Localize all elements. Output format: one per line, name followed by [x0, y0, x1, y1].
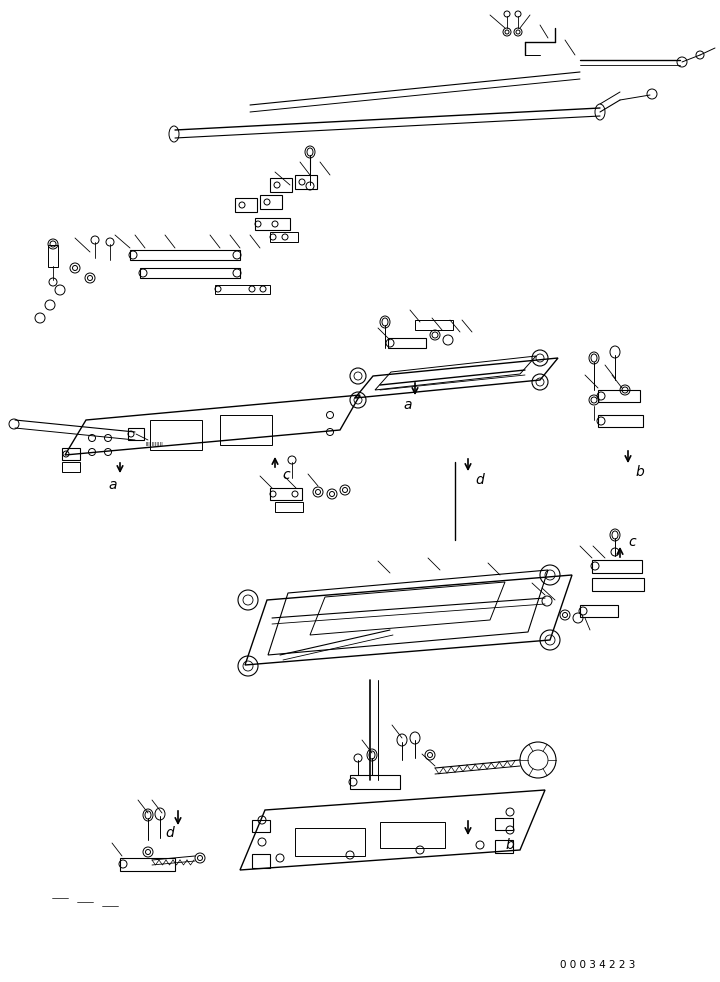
Bar [592, 560, 642, 573]
Bar [295, 175, 317, 189]
Text: c: c [282, 468, 289, 482]
Text: d: d [165, 826, 174, 840]
Bar [592, 578, 644, 591]
Bar [220, 415, 272, 445]
Bar [252, 820, 270, 832]
Bar [215, 285, 270, 294]
Bar [140, 268, 240, 278]
Bar [252, 854, 270, 868]
Bar [598, 390, 640, 402]
Bar [270, 232, 298, 242]
Bar [415, 320, 453, 330]
Bar [275, 502, 303, 512]
Bar [62, 462, 80, 472]
Bar [380, 822, 445, 848]
Bar [128, 428, 144, 440]
Text: c: c [628, 535, 636, 549]
Bar [388, 338, 426, 348]
Bar [295, 828, 365, 856]
Bar [598, 415, 643, 427]
Bar [270, 178, 292, 192]
Text: d: d [475, 473, 484, 487]
Bar [350, 775, 400, 789]
Text: b: b [505, 838, 514, 852]
Text: 0 0 0 3 4 2 2 3: 0 0 0 3 4 2 2 3 [560, 960, 635, 970]
Bar [580, 605, 618, 617]
Text: a: a [403, 398, 412, 412]
Text: b: b [635, 465, 644, 479]
Bar [495, 818, 513, 830]
Text: a: a [108, 478, 117, 492]
Bar [260, 195, 282, 209]
Bar [495, 840, 513, 853]
Bar [270, 488, 302, 500]
Text: IIIIIIIIIII: IIIIIIIIIII [145, 443, 163, 448]
Bar [255, 218, 290, 230]
Bar [130, 250, 240, 260]
Bar [48, 245, 58, 267]
Bar [62, 448, 80, 460]
Bar [235, 198, 257, 212]
Bar [150, 420, 202, 450]
Bar [120, 858, 175, 871]
